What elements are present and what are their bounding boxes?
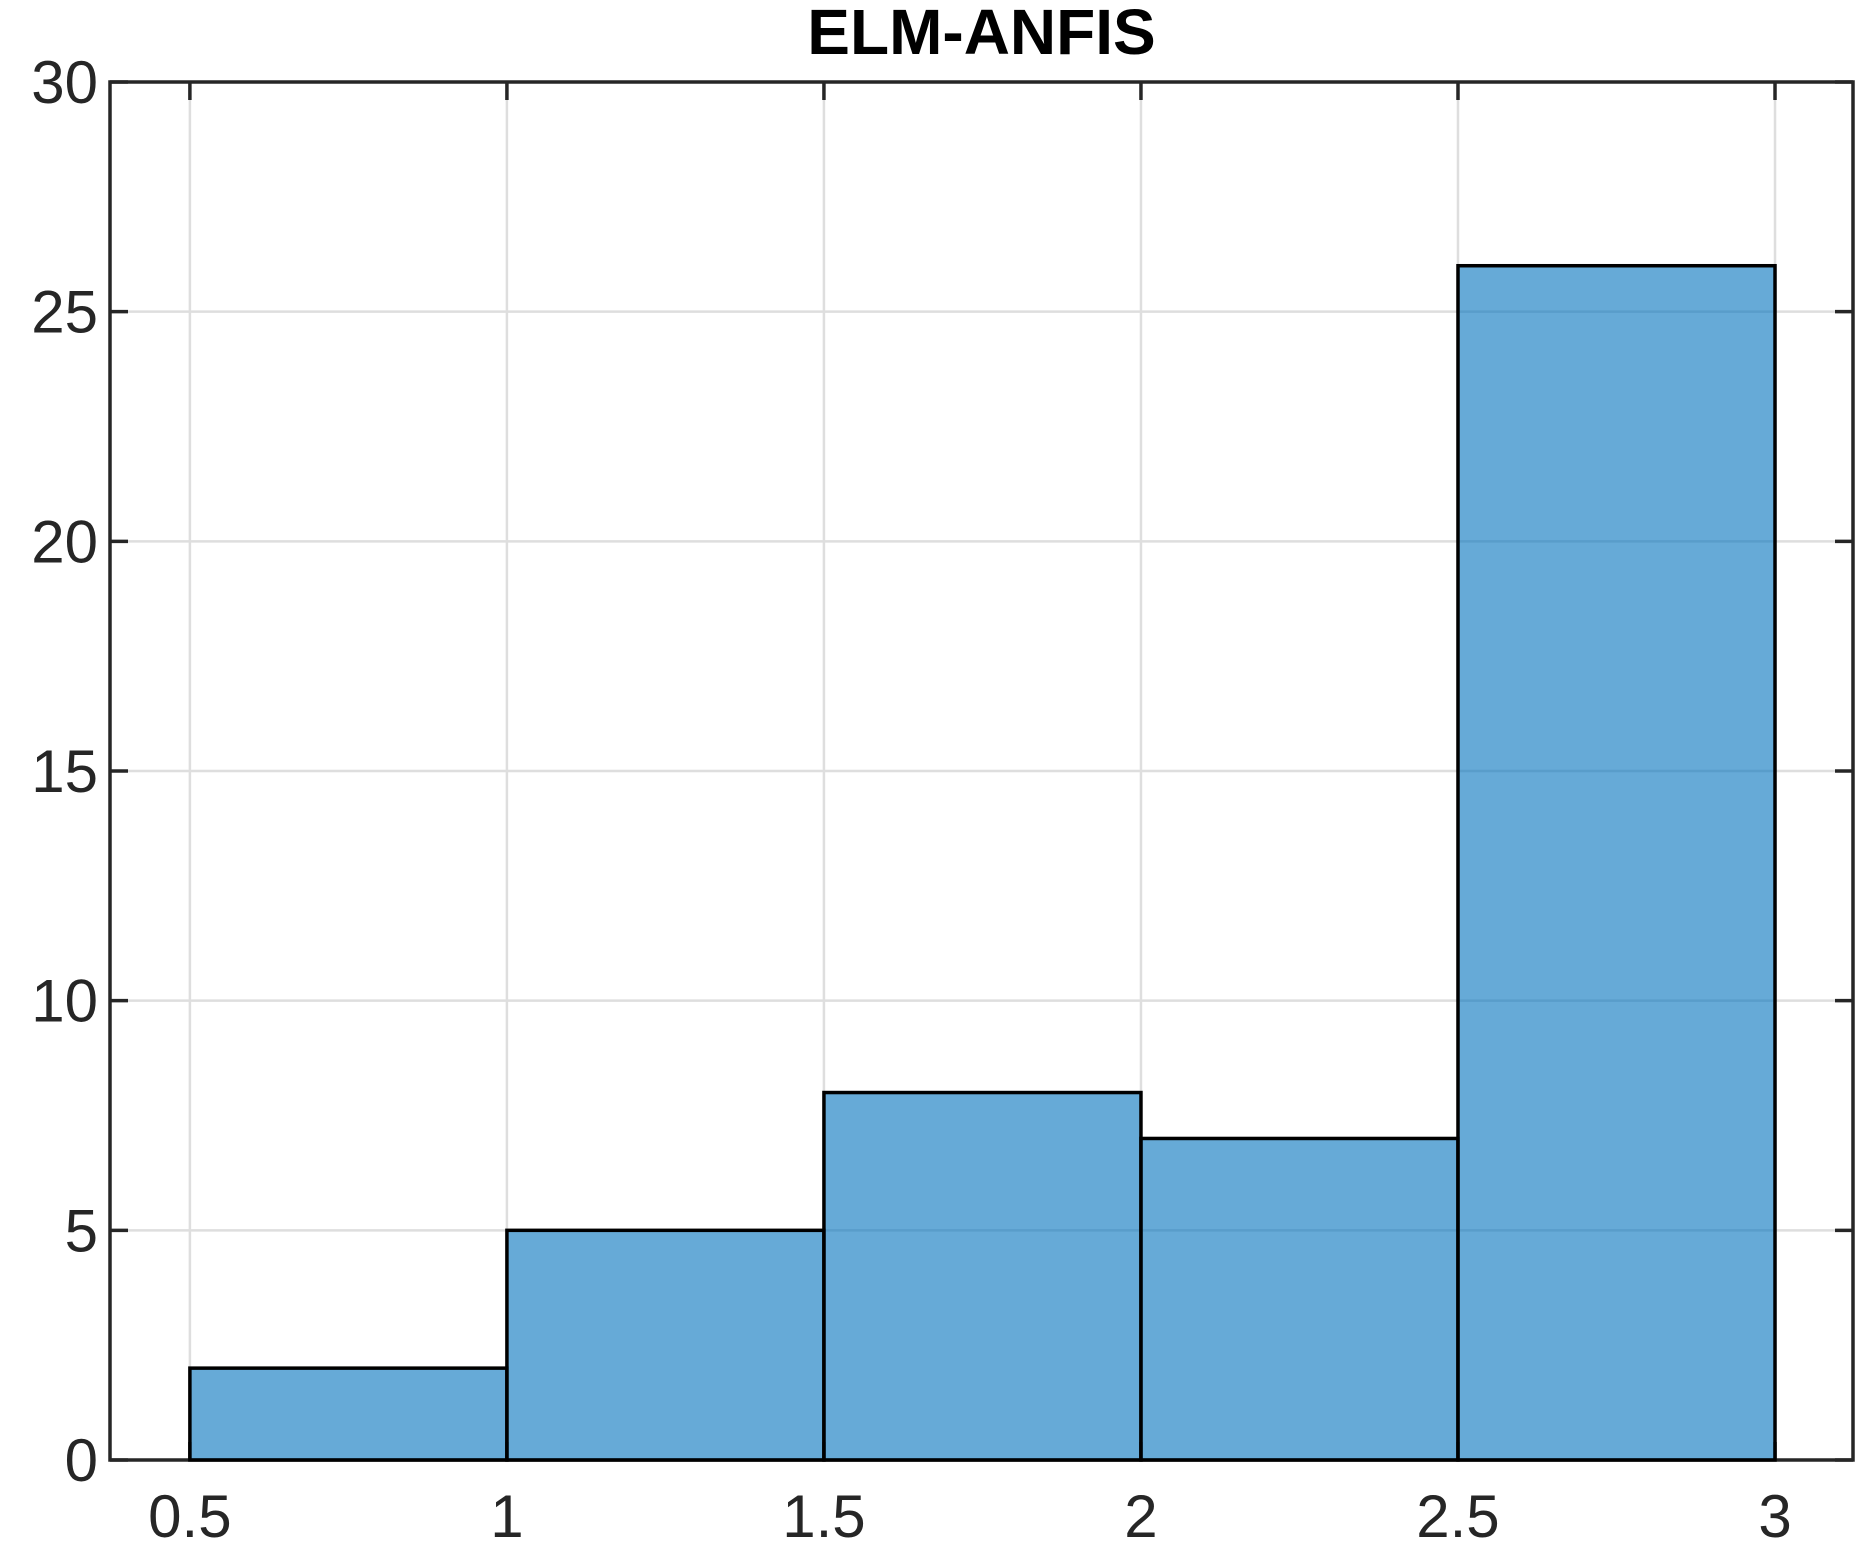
y-tick-label: 25: [31, 279, 98, 346]
y-tick-label: 15: [31, 738, 98, 805]
y-tick-label: 10: [31, 968, 98, 1035]
histogram-bar-3: [1139, 1136, 1460, 1462]
x-tick-label: 1.5: [782, 1483, 865, 1550]
histogram-bar-1: [505, 1228, 826, 1462]
x-tick-label: 3: [1758, 1483, 1791, 1550]
x-tick-label: 2: [1124, 1483, 1157, 1550]
histogram-bar-4: [1456, 263, 1777, 1462]
x-tick-label: 1: [490, 1483, 523, 1550]
chart-title: ELM-ANFIS: [807, 0, 1156, 68]
y-tick-label: 30: [31, 49, 98, 116]
y-tick-label: 5: [65, 1197, 98, 1264]
y-tick-label: 20: [31, 508, 98, 575]
x-tick-label: 0.5: [148, 1483, 231, 1550]
y-tick-label: 0: [65, 1427, 98, 1494]
x-tick-label: 2.5: [1416, 1483, 1499, 1550]
histogram-bar-2: [822, 1090, 1143, 1462]
histogram-bar-0: [188, 1366, 509, 1462]
